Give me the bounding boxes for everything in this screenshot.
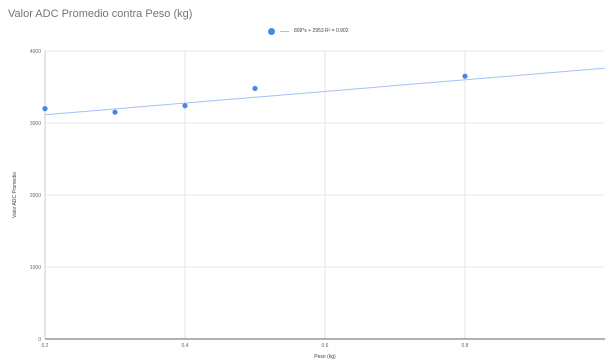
x-tick-label: 0.6 — [322, 343, 329, 349]
axes — [44, 51, 605, 340]
x-axis-label: Peso (kg) — [314, 354, 336, 360]
legend-series-marker — [268, 27, 275, 35]
x-tick-label: 0.2 — [42, 343, 49, 349]
data-point — [112, 109, 118, 115]
data-point — [252, 85, 258, 92]
x-tick-label: 0.4 — [182, 343, 189, 349]
y-tick-label: 2000 — [30, 193, 41, 199]
x-tick-label: 0.8 — [462, 343, 469, 349]
y-tick-label: 0 — [38, 337, 41, 343]
data-point — [182, 103, 188, 109]
data-point — [42, 106, 48, 112]
trendline — [44, 67, 605, 116]
tick-labels: 0 1000 2000 3000 4000 0.2 0.4 0.6 0.8 — [30, 49, 469, 349]
gridlines — [45, 50, 605, 339]
data-point — [462, 73, 468, 79]
y-tick-label: 1000 — [30, 265, 41, 271]
y-tick-label: 4000 — [30, 49, 41, 55]
chart-title: Valor ADC Promedio contra Peso (kg) — [8, 8, 193, 20]
data-points — [42, 73, 468, 115]
legend-trendline-swatch — [280, 30, 289, 32]
legend: 809*x + 2953 R² = 0.902 — [268, 26, 349, 36]
legend-trendline-label: 809*x + 2953 R² = 0.902 — [294, 28, 349, 34]
y-tick-label: 3000 — [30, 121, 41, 127]
y-axis-label: Valor ADC Promedio — [12, 172, 18, 218]
